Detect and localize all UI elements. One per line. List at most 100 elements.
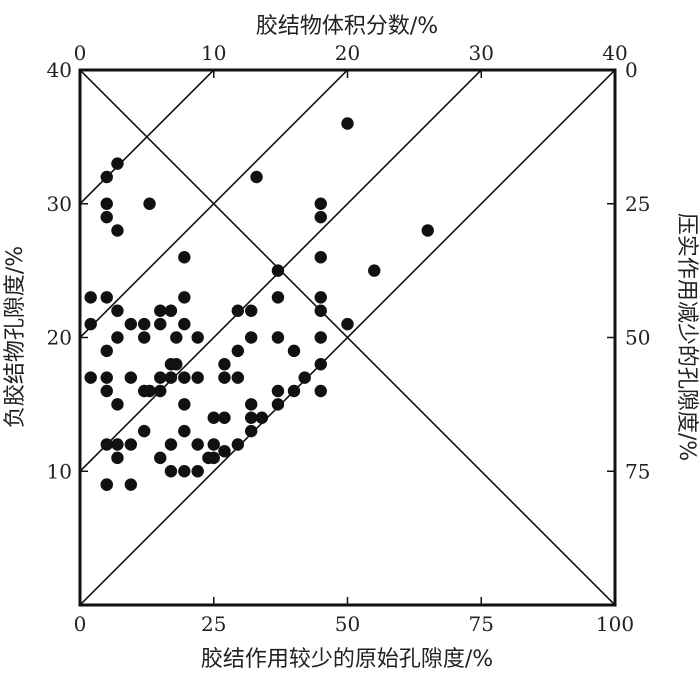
- data-point: [100, 384, 113, 398]
- data-point: [191, 331, 204, 344]
- data-point: [164, 438, 178, 451]
- data-point: [207, 451, 220, 465]
- data-point: [218, 371, 231, 384]
- data-point: [124, 317, 138, 331]
- data-point: [271, 398, 285, 411]
- data-point: [314, 331, 327, 344]
- y-tick-label: 10: [47, 459, 72, 483]
- data-point: [100, 371, 113, 384]
- data-point: [164, 465, 178, 478]
- data-point: [164, 371, 178, 384]
- data-point: [178, 317, 191, 331]
- x-tick-label: 50: [335, 612, 360, 636]
- data-point: [178, 251, 191, 264]
- data-point: [314, 210, 327, 224]
- data-point: [271, 331, 285, 344]
- data-points: [84, 117, 434, 491]
- data-point: [298, 371, 311, 384]
- data-point: [314, 384, 327, 398]
- data-point: [154, 384, 167, 398]
- data-point: [170, 331, 183, 344]
- top-tick-label: 0: [74, 41, 87, 65]
- data-point: [100, 210, 113, 224]
- data-point: [207, 411, 220, 424]
- data-point: [341, 317, 354, 331]
- data-point: [245, 398, 258, 411]
- data-point: [154, 317, 167, 331]
- data-point: [124, 438, 138, 451]
- compaction-diagonal-line: [80, 70, 615, 605]
- data-point: [111, 438, 124, 451]
- data-point: [178, 424, 191, 438]
- data-point: [100, 438, 113, 451]
- data-point: [218, 358, 231, 371]
- right-tick-label: 75: [625, 459, 650, 483]
- data-point: [231, 438, 245, 451]
- right-tick-label: 0: [625, 58, 638, 82]
- data-point: [191, 438, 204, 451]
- data-point: [250, 170, 263, 184]
- data-point: [245, 331, 258, 344]
- data-point: [138, 317, 151, 331]
- data-point: [124, 478, 138, 491]
- data-point: [314, 197, 327, 210]
- data-point: [143, 197, 156, 210]
- data-point: [100, 344, 113, 358]
- data-point: [100, 197, 113, 210]
- right-tick-label: 50: [625, 326, 650, 350]
- data-point: [111, 304, 124, 317]
- top-tick-label: 20: [335, 41, 360, 65]
- x-tick-label: 25: [201, 612, 226, 636]
- data-point: [100, 478, 113, 491]
- y-tick-label: 30: [47, 192, 72, 216]
- data-point: [271, 291, 285, 304]
- data-point: [154, 304, 167, 317]
- data-point: [178, 371, 191, 384]
- data-point: [314, 304, 327, 317]
- data-point: [287, 384, 301, 398]
- data-point: [271, 384, 285, 398]
- data-point: [178, 465, 191, 478]
- data-point: [170, 358, 183, 371]
- data-point: [191, 371, 204, 384]
- data-point: [368, 264, 381, 277]
- data-point: [245, 424, 258, 438]
- data-point: [138, 331, 151, 344]
- y-axis-title: 负胶结物孔隙度/%: [3, 246, 28, 428]
- top-tick-label: 40: [602, 41, 627, 65]
- data-point: [154, 371, 167, 384]
- data-point: [178, 398, 191, 411]
- cement-volume-line-30: [80, 70, 215, 205]
- data-point: [421, 224, 434, 237]
- data-point: [138, 424, 151, 438]
- y-tick-label: 40: [47, 58, 72, 82]
- data-point: [218, 444, 231, 458]
- data-point: [314, 358, 327, 371]
- data-point: [314, 291, 327, 304]
- data-point: [207, 438, 220, 451]
- top-tick-label: 30: [469, 41, 494, 65]
- data-point: [255, 411, 269, 424]
- data-point: [143, 384, 156, 398]
- reference-lines: [80, 70, 615, 605]
- data-point: [84, 291, 97, 304]
- data-point: [84, 317, 97, 331]
- data-point: [245, 304, 258, 317]
- data-point: [164, 304, 178, 317]
- data-point: [111, 451, 124, 465]
- right-tick-label: 25: [625, 192, 650, 216]
- x-tick-label: 0: [74, 612, 87, 636]
- data-point: [84, 371, 97, 384]
- data-point: [124, 371, 138, 384]
- top-axis-title: 胶结物体积分数/%: [256, 14, 438, 39]
- data-point: [271, 264, 285, 277]
- data-point: [111, 224, 124, 237]
- data-point: [154, 451, 167, 465]
- data-point: [218, 411, 231, 424]
- x-tick-label: 100: [596, 612, 634, 636]
- data-point: [231, 344, 245, 358]
- data-point: [178, 291, 191, 304]
